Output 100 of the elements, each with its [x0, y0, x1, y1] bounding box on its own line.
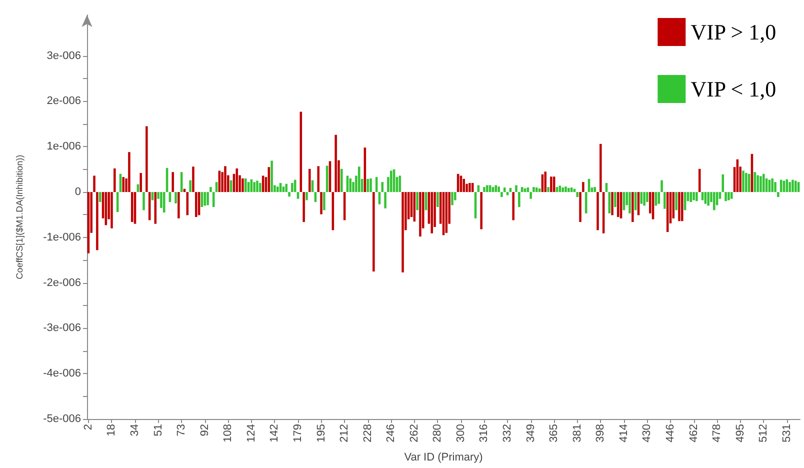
y-tick-label: -3e-006 — [43, 322, 81, 334]
bar — [576, 192, 579, 198]
x-axis-title: Var ID (Primary) — [404, 452, 483, 464]
bar — [530, 192, 532, 199]
bar — [372, 192, 375, 272]
bar — [494, 185, 498, 192]
y-tick-label: -2e-006 — [43, 276, 81, 289]
bar — [658, 192, 660, 204]
x-tick-label: 495 — [734, 424, 746, 442]
bar — [366, 178, 369, 192]
x-tick-label: 446 — [664, 424, 676, 442]
bar — [122, 177, 125, 192]
bar — [596, 192, 599, 230]
bar — [611, 192, 614, 216]
bar — [430, 192, 433, 234]
x-tick-label: 195 — [315, 424, 328, 442]
bar — [643, 192, 646, 206]
bar — [128, 152, 130, 192]
bar — [140, 172, 142, 192]
x-tick-label: 124 — [245, 424, 258, 442]
bar — [256, 180, 258, 192]
x-tick-label: 108 — [222, 424, 234, 442]
bar — [792, 180, 794, 192]
y-tick-label: 0 — [74, 186, 81, 198]
legend-label: VIP > 1,0 — [690, 20, 776, 44]
x-tick-label: 262 — [408, 424, 420, 442]
bar — [477, 185, 480, 192]
y-tick-label: -5e-006 — [43, 413, 81, 425]
bar — [436, 192, 439, 208]
bar — [370, 178, 372, 192]
x-tick-label: 51 — [152, 424, 164, 436]
y-tick-label: -4e-006 — [43, 368, 81, 380]
bar — [178, 192, 180, 218]
bar — [664, 192, 666, 209]
bar — [696, 192, 698, 202]
bar — [480, 192, 482, 230]
bar — [579, 192, 582, 222]
bar — [678, 192, 680, 222]
bar — [600, 144, 602, 192]
bar — [713, 192, 716, 210]
bar — [728, 192, 730, 200]
bar — [550, 176, 552, 192]
bar — [692, 192, 695, 200]
bar — [681, 192, 684, 222]
x-tick-label: 478 — [711, 424, 724, 442]
bar — [224, 166, 226, 192]
bar — [306, 192, 308, 200]
bar — [614, 192, 616, 208]
bar — [236, 168, 238, 192]
bar — [276, 186, 279, 192]
bar — [608, 192, 611, 214]
bar — [690, 192, 692, 202]
x-tick-label: 300 — [454, 424, 467, 442]
bar — [498, 186, 500, 192]
bar — [384, 192, 386, 208]
bar — [311, 180, 314, 192]
x-tick-label: 92 — [198, 424, 211, 436]
x-tick-label: 349 — [524, 424, 537, 442]
bar — [282, 186, 285, 192]
bar — [483, 187, 486, 192]
bar — [544, 172, 546, 192]
bar — [189, 180, 192, 192]
bar — [562, 187, 564, 192]
x-tick-label: 365 — [548, 424, 560, 442]
bar — [628, 192, 631, 214]
bar — [646, 192, 648, 202]
bar — [640, 192, 643, 204]
bar — [777, 192, 780, 198]
bar — [340, 168, 343, 192]
bar — [451, 192, 454, 206]
bar — [204, 192, 206, 206]
x-tick-label: 73 — [176, 424, 188, 436]
bar — [323, 192, 326, 210]
bar — [398, 176, 401, 192]
bar — [518, 192, 520, 208]
bar — [762, 174, 765, 192]
bar — [206, 192, 209, 206]
bar — [794, 180, 797, 192]
bar — [515, 185, 518, 192]
bar — [488, 185, 492, 192]
bar — [788, 182, 791, 192]
bar — [270, 160, 273, 192]
bar — [195, 192, 198, 217]
y-tick-label: -1e-006 — [43, 231, 81, 244]
x-tick-label: 212 — [338, 424, 351, 442]
bar — [745, 172, 748, 192]
bar — [192, 166, 194, 192]
bar — [296, 192, 300, 199]
bar — [114, 168, 116, 192]
bar — [724, 192, 727, 202]
bar — [110, 192, 113, 228]
bar — [535, 187, 538, 192]
x-tick-label: 18 — [106, 424, 118, 436]
bar — [96, 192, 98, 250]
bar — [291, 182, 294, 192]
x-tick-label: 462 — [688, 424, 700, 442]
bar — [230, 180, 232, 192]
bar — [707, 192, 710, 206]
bar — [722, 174, 724, 192]
x-tick-label: 414 — [618, 424, 630, 442]
